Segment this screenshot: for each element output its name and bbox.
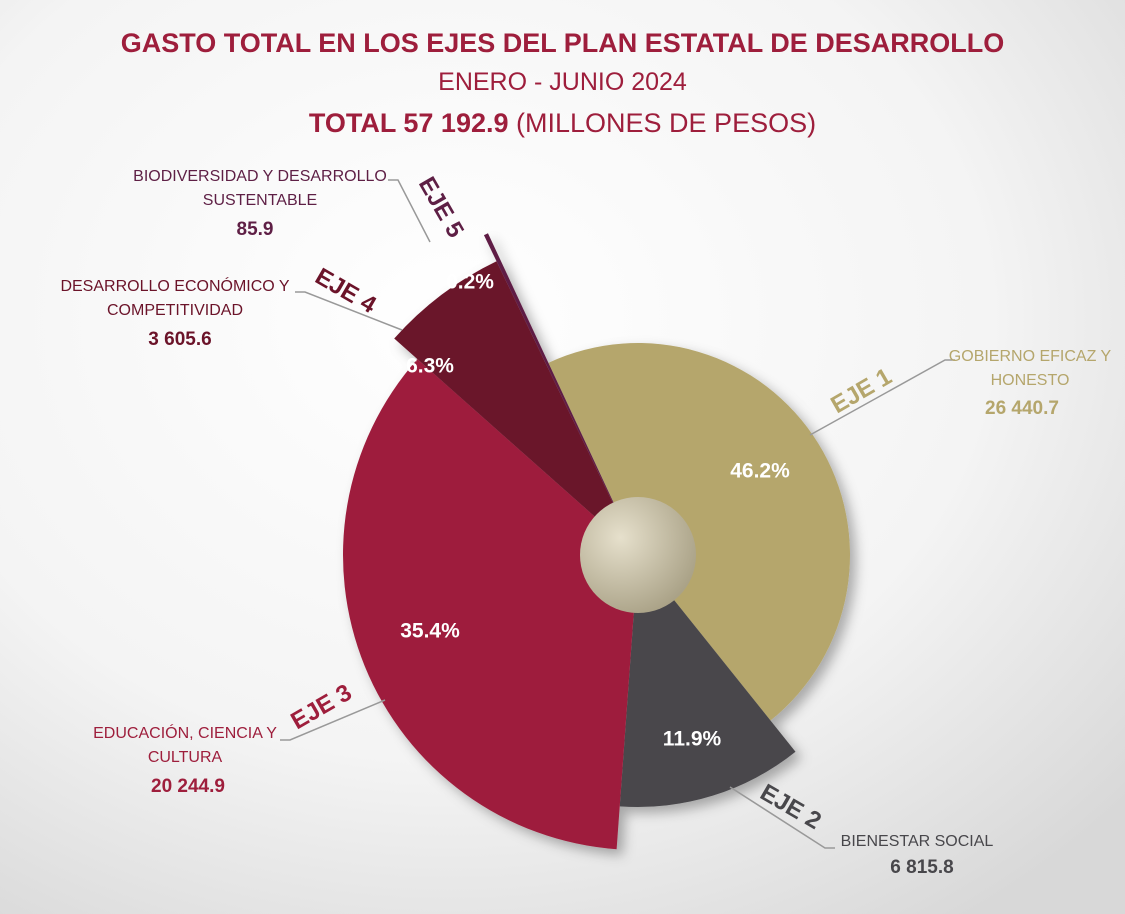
leader-line [388,179,431,243]
total-line: TOTAL 57 192.9 (MILLONES DE PESOS) [0,108,1125,139]
leader-line [809,359,955,436]
amount-label: 85.9 [236,219,274,240]
slice [483,233,638,555]
amount-label: 26 440.7 [985,398,1059,419]
slices [343,233,850,850]
category-label: BIODIVERSIDAD Y DESARROLLO SUSTENTABLE [133,168,387,209]
category-label: GOBIERNO EFICAZ Y HONESTO [948,348,1112,389]
category-label: BIENESTAR SOCIAL [840,833,994,850]
value-label: 0.2% [446,271,494,294]
amount-label: 6 815.8 [890,857,954,878]
hub [580,497,696,613]
chart-subtitle: ENERO - JUNIO 2024 [438,68,687,96]
slice [619,555,796,808]
value-label: 46.2% [730,460,790,483]
slice [548,343,850,721]
amount-label: 20 244.9 [151,776,225,797]
value-label: 11.9% [663,728,722,751]
leader-line [729,786,835,849]
leader-line [280,699,386,741]
slice [394,261,638,555]
slice [343,359,638,850]
category-label: EDUCACIÓN, CIENCIA Y CULTURA [93,725,277,766]
category-label: DESARROLLO ECONÓMICO Y COMPETITIVIDAD [60,278,290,319]
total-unit: (MILLONES DE PESOS) [516,108,817,138]
total: TOTAL 57 192.9 [308,108,509,138]
value-label: 6.3% [406,355,454,378]
amount-label: 3 605.6 [148,329,212,350]
chart-title: GASTO TOTAL EN LOS EJES DEL PLAN ESTATAL… [120,28,1005,58]
value-label: 35.4% [400,620,460,643]
leader-line [295,291,403,331]
